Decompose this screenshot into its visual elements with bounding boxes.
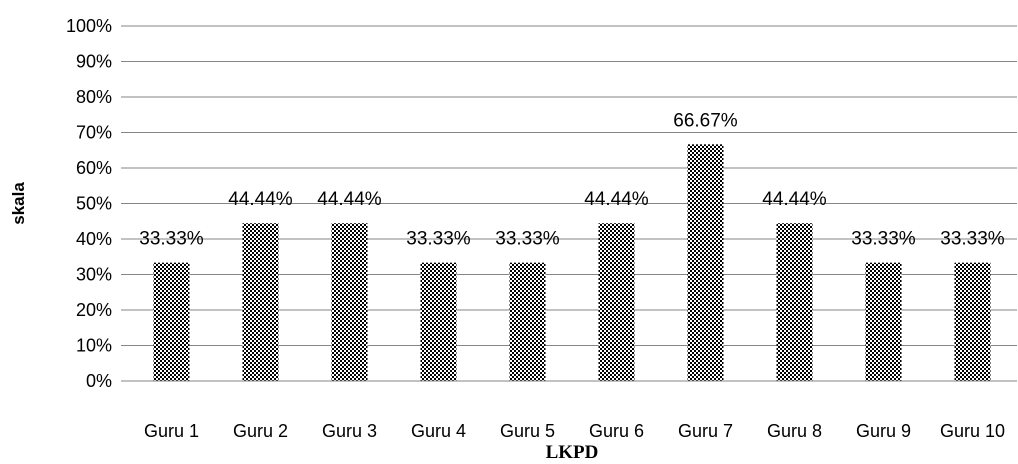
bar bbox=[420, 262, 457, 381]
data-label: 44.44% bbox=[317, 189, 382, 210]
category-label: Guru 2 bbox=[233, 421, 288, 441]
data-label: 33.33% bbox=[406, 229, 471, 250]
data-label: 44.44% bbox=[762, 189, 827, 210]
category-label: Guru 3 bbox=[322, 421, 377, 441]
y-tick-label: 20% bbox=[76, 300, 112, 320]
category-label: Guru 8 bbox=[767, 421, 822, 441]
category-label: Guru 9 bbox=[856, 421, 911, 441]
y-tick-label: 0% bbox=[86, 371, 112, 391]
bar bbox=[598, 223, 635, 381]
category-labels: Guru 1 Guru 2 Guru 3 Guru 4 Guru 5 Guru 6 Guru… bbox=[144, 421, 1005, 441]
bars bbox=[153, 144, 991, 381]
data-label: 44.44% bbox=[584, 189, 649, 210]
category-label: Guru 5 bbox=[500, 421, 555, 441]
data-label: 33.33% bbox=[851, 229, 916, 250]
y-tick-label: 90% bbox=[76, 52, 112, 72]
y-axis-title: skala bbox=[9, 182, 28, 225]
y-tick-label: 100% bbox=[66, 16, 112, 36]
data-label: 44.44% bbox=[228, 189, 293, 210]
data-labels: 33.33% 44.44% 44.44% 33.33% 33.33% 44.44% 66.6… bbox=[139, 110, 1005, 249]
y-tick-label: 40% bbox=[76, 229, 112, 249]
y-tick-label: 50% bbox=[76, 194, 112, 214]
y-tick-label: 30% bbox=[76, 265, 112, 285]
y-tick-label: 10% bbox=[76, 336, 112, 356]
data-label: 66.67% bbox=[673, 110, 738, 131]
category-label: Guru 1 bbox=[144, 421, 199, 441]
x-axis-title: LKPD bbox=[546, 442, 599, 463]
category-label: Guru 10 bbox=[940, 421, 1005, 441]
y-tick-label: 80% bbox=[76, 87, 112, 107]
y-tick-labels: 0% 10% 20% 30% 40% 50% 60% 70% 80% 90% 100% bbox=[66, 16, 112, 391]
y-tick-label: 70% bbox=[76, 123, 112, 143]
data-label: 33.33% bbox=[940, 229, 1005, 250]
data-label: 33.33% bbox=[139, 229, 204, 250]
category-label: Guru 7 bbox=[678, 421, 733, 441]
bar bbox=[954, 262, 991, 381]
category-label: Guru 4 bbox=[411, 421, 466, 441]
bar bbox=[509, 262, 546, 381]
y-tick-label: 60% bbox=[76, 158, 112, 178]
bar bbox=[242, 223, 279, 381]
bar bbox=[865, 262, 902, 381]
category-label: Guru 6 bbox=[589, 421, 644, 441]
bar bbox=[776, 223, 813, 381]
bar bbox=[153, 262, 190, 381]
bar bbox=[331, 223, 368, 381]
data-label: 33.33% bbox=[495, 229, 560, 250]
bar bbox=[687, 144, 724, 381]
